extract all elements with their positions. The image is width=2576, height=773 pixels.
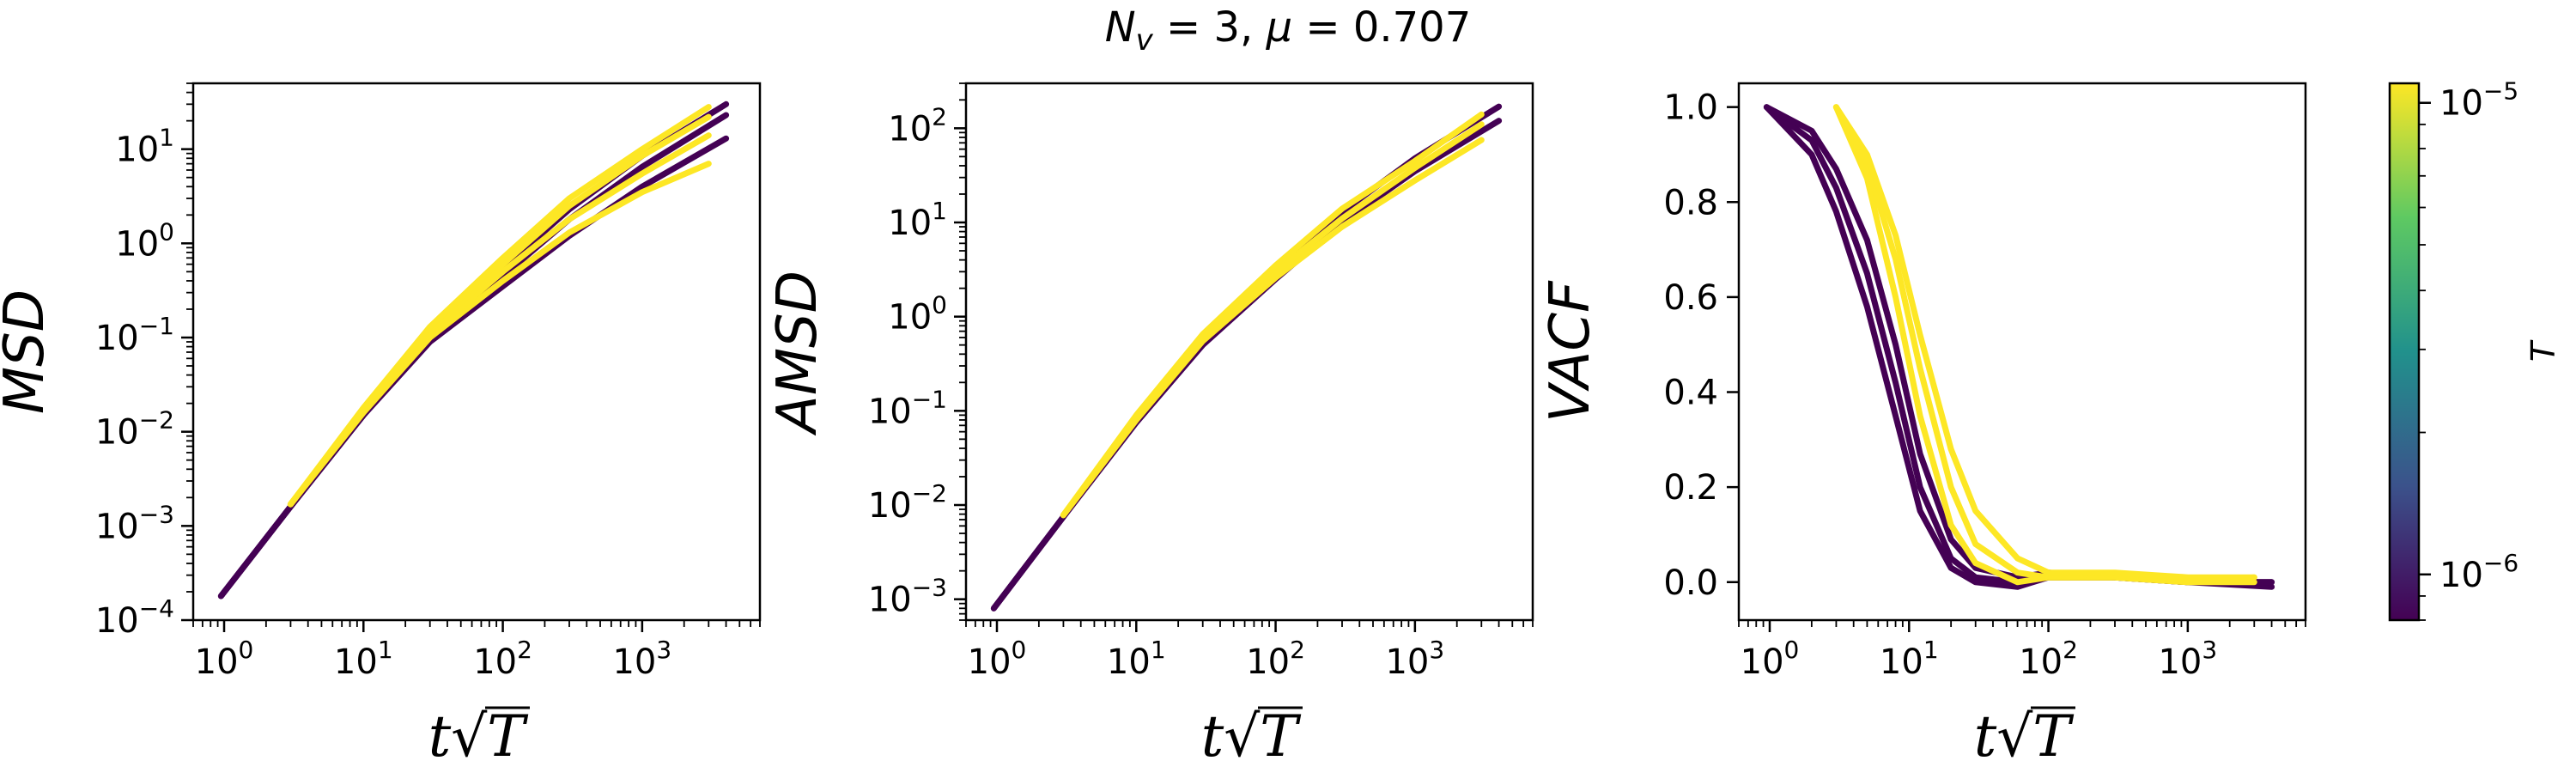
x-tick-label: 100 [1741, 636, 1800, 682]
x-tick-label: 101 [1880, 636, 1939, 682]
y-tick-label: 0.6 [1663, 278, 1718, 318]
colorbar-label: T [2524, 339, 2562, 362]
y-tick-label: 10−4 [95, 594, 174, 641]
x-axis-label: t√T [1974, 703, 2075, 770]
y-tick-label: 102 [888, 102, 947, 149]
y-axis-label: VACF [1539, 280, 1602, 423]
plot-frame [1737, 82, 2307, 622]
series-line-3 [1763, 104, 2275, 586]
y-tick-label: 10−3 [95, 500, 174, 546]
plot-frame [964, 82, 1534, 622]
colorbar-gradient [2390, 83, 2419, 620]
panel-msd: 100 101 102 103 10−4 10−3 10−2 10−1 100 101 MSD t√T [0, 82, 762, 770]
colorbar-tick-label: 10−6 [2439, 549, 2518, 595]
y-tick-label: 0.8 [1663, 183, 1718, 222]
x-tick-label: 103 [612, 636, 671, 682]
y-tick-label: 10−2 [868, 479, 947, 526]
y-tick-label: 100 [888, 291, 947, 338]
y-axis-label: MSD [0, 289, 57, 414]
x-tick-label: 100 [195, 636, 254, 682]
y-tick-label: 100 [115, 217, 174, 264]
y-tick-label: 1.0 [1663, 88, 1718, 128]
x-tick-label: 103 [1385, 636, 1444, 682]
x-tick-label: 102 [2019, 636, 2078, 682]
y-tick-label: 10−3 [868, 574, 947, 620]
series-line-1 [990, 118, 1503, 612]
x-tick-label: 103 [2158, 636, 2217, 682]
series-line-4 [287, 161, 712, 508]
x-tick-label: 101 [1107, 636, 1166, 682]
x-tick-label: 102 [473, 636, 532, 682]
series-line-4 [1060, 121, 1485, 519]
x-tick-label: 100 [968, 636, 1027, 682]
series-line-7 [287, 104, 712, 508]
y-tick-label: 10−2 [95, 406, 174, 453]
x-tick-label: 102 [1246, 636, 1305, 682]
series-line-6 [1832, 104, 2257, 581]
series-line-2 [990, 103, 1503, 612]
series-line-3 [217, 100, 730, 600]
colorbar: 10−5 10−6 T [2388, 77, 2562, 622]
y-tick-label: 0.4 [1663, 374, 1718, 413]
x-tick-label: 101 [334, 636, 393, 682]
colorbar-tick-label: 10−5 [2439, 77, 2518, 124]
y-tick-label: 10−1 [868, 385, 947, 431]
series-line-6 [287, 113, 712, 508]
series-line-3 [1060, 137, 1485, 519]
y-tick-label: 0.0 [1663, 563, 1718, 603]
x-axis-label: t√T [1201, 703, 1303, 770]
figure-title: Nv = 3, μ = 0.707 [1105, 3, 1472, 58]
series-line-4 [1832, 104, 2257, 586]
colorbar-frame [2388, 82, 2421, 622]
series-line-5 [1060, 111, 1485, 519]
series-line-5 [1832, 104, 2257, 586]
y-tick-label: 0.2 [1663, 468, 1718, 508]
panel-amsd: 100 101 102 103 10−3 10−2 10−1 100 101 102 AMSD t√T [766, 82, 1534, 770]
y-tick-label: 10−1 [95, 312, 174, 358]
y-axis-label: AMSD [766, 271, 829, 436]
y-tick-label: 101 [888, 197, 947, 243]
series-line-1 [217, 135, 730, 600]
x-axis-label: t√T [428, 703, 530, 770]
plot-frame [191, 82, 762, 622]
y-tick-label: 101 [115, 124, 174, 170]
panel-vacf: 100 101 102 103 0.0 0.2 0.4 0.6 0.8 1.0 VACF t√T [1539, 82, 2307, 770]
